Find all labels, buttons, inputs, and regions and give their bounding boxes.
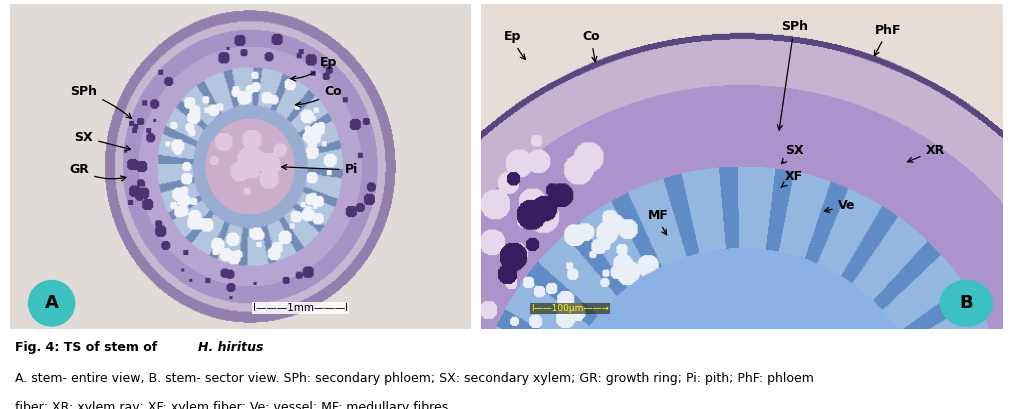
Text: XR: XR	[908, 144, 945, 162]
Text: I——100μm——→: I——100μm——→	[531, 304, 609, 313]
Ellipse shape	[940, 281, 993, 326]
Text: Co: Co	[581, 30, 600, 62]
Text: PhF: PhF	[874, 24, 902, 56]
Text: GR: GR	[69, 164, 126, 181]
Text: I———1mm———I: I———1mm———I	[253, 303, 348, 313]
Text: Fig. 4: TS of stem of: Fig. 4: TS of stem of	[15, 341, 162, 354]
Text: XF: XF	[781, 170, 803, 187]
Text: A. stem- entire view, B. stem- sector view. SPh: secondary phloem; SX: secondary: A. stem- entire view, B. stem- sector vi…	[15, 372, 814, 385]
Text: SX: SX	[75, 131, 131, 151]
Ellipse shape	[28, 281, 75, 326]
Text: Ep: Ep	[503, 30, 526, 59]
Text: fiber; XR: xylem ray; XF: xylem fiber; Ve: vessel; MF: medullary fibres: fiber; XR: xylem ray; XF: xylem fiber; V…	[15, 401, 449, 409]
Text: SPh: SPh	[777, 20, 807, 130]
Text: Co: Co	[296, 85, 341, 107]
Text: Ve: Ve	[825, 199, 855, 212]
Text: SX: SX	[781, 144, 803, 164]
Text: Pi: Pi	[282, 164, 358, 176]
Text: H. hiritus: H. hiritus	[198, 341, 263, 354]
Text: B: B	[959, 294, 973, 312]
Text: A: A	[45, 294, 59, 312]
Text: Ep: Ep	[291, 56, 337, 81]
Text: SPh: SPh	[70, 85, 132, 119]
Text: MF: MF	[648, 209, 669, 235]
